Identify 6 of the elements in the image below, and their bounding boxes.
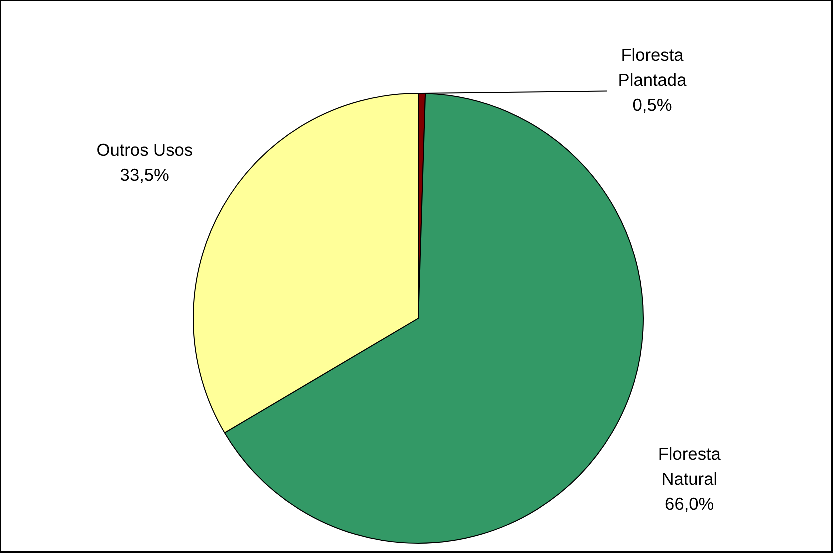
data-label: 33,5% (120, 164, 170, 185)
slice-label: Floresta Plantada (618, 45, 688, 90)
slice-label: Floresta Natural (658, 444, 722, 489)
slice-label: Outros Usos (96, 140, 194, 160)
data-label: 66,0% (665, 494, 714, 514)
data-label: 0,5% (632, 95, 672, 115)
